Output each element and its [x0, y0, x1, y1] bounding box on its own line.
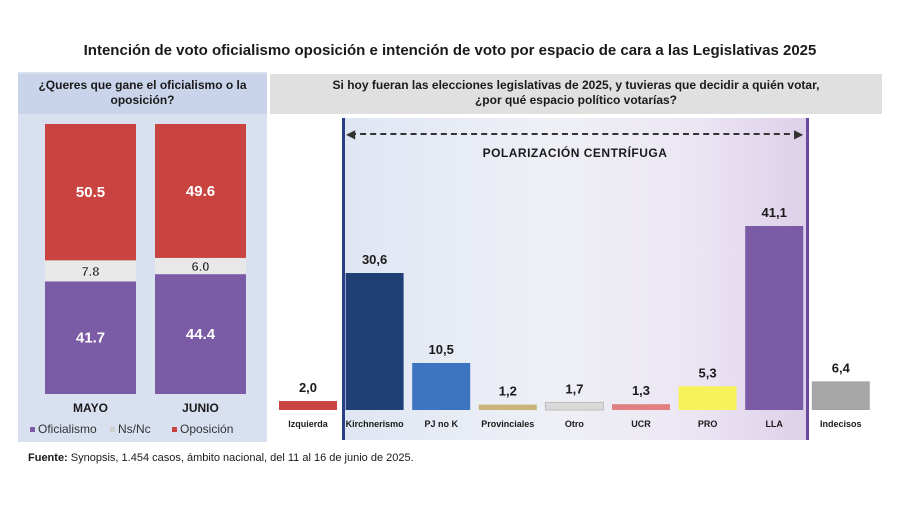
bar-category-8: Indecisos: [820, 419, 862, 429]
source-note: Fuente: Synopsis, 1.454 casos, ámbito na…: [28, 452, 414, 464]
legend-label-1: Ns/Nc: [118, 422, 151, 436]
stack-label-junio-0: 44.4: [186, 326, 216, 343]
legend-label-0: Oficialismo: [38, 422, 97, 436]
bar-category-7: LLA: [765, 419, 783, 429]
bar-value-6: 5,3: [699, 365, 717, 380]
bar-value-8: 6,4: [832, 360, 851, 375]
stack-category-junio: JUNIO: [182, 401, 219, 415]
bar-value-3: 1,2: [499, 384, 517, 399]
bar-value-1: 30,6: [362, 252, 387, 267]
legend-swatch-2: [172, 427, 177, 432]
stack-category-mayo: MAYO: [73, 401, 108, 415]
arrow-left-head: ◀: [346, 127, 356, 141]
stack-label-mayo-2: 50.5: [76, 184, 105, 201]
right-question: Si hoy fueran las elecciones legislativa…: [270, 74, 882, 114]
bar-pro: [678, 386, 737, 410]
legend-label-2: Oposición: [180, 422, 233, 436]
polarization-arrow: [350, 133, 800, 135]
bar-value-0: 2,0: [299, 380, 317, 395]
stack-segment-junio-2: [155, 124, 246, 258]
right-question-line1: Si hoy fueran las elecciones legislativa…: [332, 78, 820, 92]
polarization-right-line: [806, 118, 809, 440]
bar-kirchnerismo: [345, 273, 404, 410]
bar-value-7: 41,1: [762, 205, 787, 220]
legend-swatch-1: [110, 427, 115, 432]
bar-category-0: Izquierda: [288, 419, 329, 429]
bar-category-5: UCR: [631, 419, 651, 429]
bar-lla: [745, 226, 804, 410]
stack-label-junio-1: 6.0: [191, 259, 209, 274]
bar-category-2: PJ no K: [424, 419, 458, 429]
source-text: Synopsis, 1.454 casos, ámbito nacional, …: [67, 452, 414, 464]
right-question-line2: ¿por qué espacio político votarías?: [474, 93, 678, 107]
bar-pj-no-k: [412, 362, 471, 410]
bar-indecisos: [811, 381, 870, 410]
stack-label-junio-2: 49.6: [186, 183, 215, 200]
bar-category-6: PRO: [698, 419, 718, 429]
stack-segment-junio-1: [155, 257, 246, 275]
chart-title: Intención de voto oficialismo oposición …: [83, 42, 817, 59]
stack-segment-junio-0: [155, 274, 246, 394]
stack-segment-mayo-2: [45, 124, 136, 261]
bar-izquierda: [279, 401, 337, 410]
bar-value-5: 1,3: [632, 383, 650, 398]
bar-provinciales: [478, 404, 537, 410]
bar-value-4: 1,7: [565, 381, 583, 396]
stack-segment-mayo-1: [45, 260, 136, 282]
polarization-label: POLARIZACIÓN CENTRÍFUGA: [482, 146, 668, 160]
bar-value-2: 10,5: [429, 342, 454, 357]
bar-category-1: Kirchnerismo: [346, 419, 405, 429]
stack-label-mayo-0: 41.7: [76, 330, 105, 347]
stack-segment-mayo-0: [45, 281, 136, 394]
bar-category-4: Otro: [565, 419, 585, 429]
bar-category-3: Provinciales: [481, 419, 534, 429]
bar-otro: [544, 401, 604, 411]
source-label: Fuente:: [28, 452, 68, 464]
legend-swatch-0: [30, 427, 35, 432]
stack-label-mayo-1: 7.8: [81, 264, 99, 279]
polarization-left-line: [342, 118, 345, 440]
bar-ucr: [612, 404, 670, 410]
left-question: ¿Queres que gane el oficialismo o la opo…: [18, 74, 267, 114]
arrow-right-head: ▶: [794, 127, 804, 141]
